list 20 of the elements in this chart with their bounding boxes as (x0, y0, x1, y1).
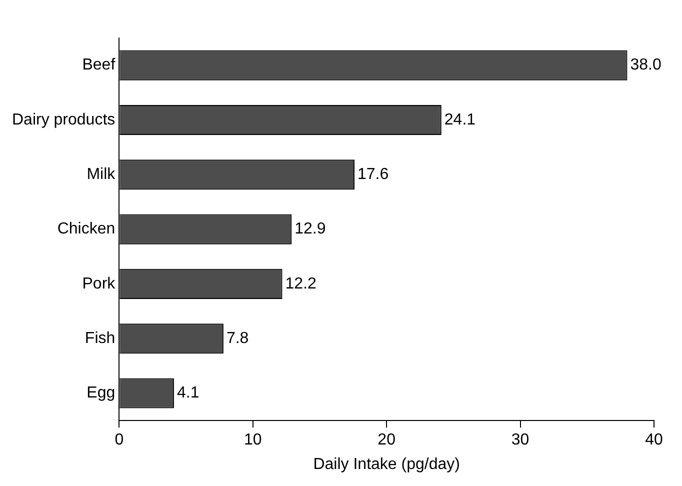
y-tick-label: Beef (82, 56, 116, 74)
y-tick-label: Milk (86, 166, 116, 184)
y-tick-label: Dairy products (12, 111, 116, 128)
y-tick-label: Chicken (57, 220, 116, 238)
data-label: 4.1 (176, 384, 200, 402)
x-tick-label: 40 (645, 432, 663, 449)
data-label: 17.6 (357, 166, 389, 184)
data-label: 7.8 (226, 330, 249, 348)
x-tick-label: 20 (378, 432, 396, 449)
x-tick-label: 0 (114, 432, 124, 449)
y-tick-label: Egg (86, 384, 116, 402)
y-tick-label: Fish (84, 330, 116, 348)
data-label: 38.0 (630, 56, 662, 74)
x-tick-label: 30 (511, 432, 530, 449)
data-label: 12.9 (294, 220, 326, 238)
x-axis-title: Daily Intake (pg/day) (313, 456, 460, 473)
data-label: 24.1 (444, 111, 476, 128)
x-tick-label: 10 (244, 432, 262, 449)
data-label: 12.2 (285, 275, 317, 292)
y-tick-label: Pork (82, 275, 116, 292)
